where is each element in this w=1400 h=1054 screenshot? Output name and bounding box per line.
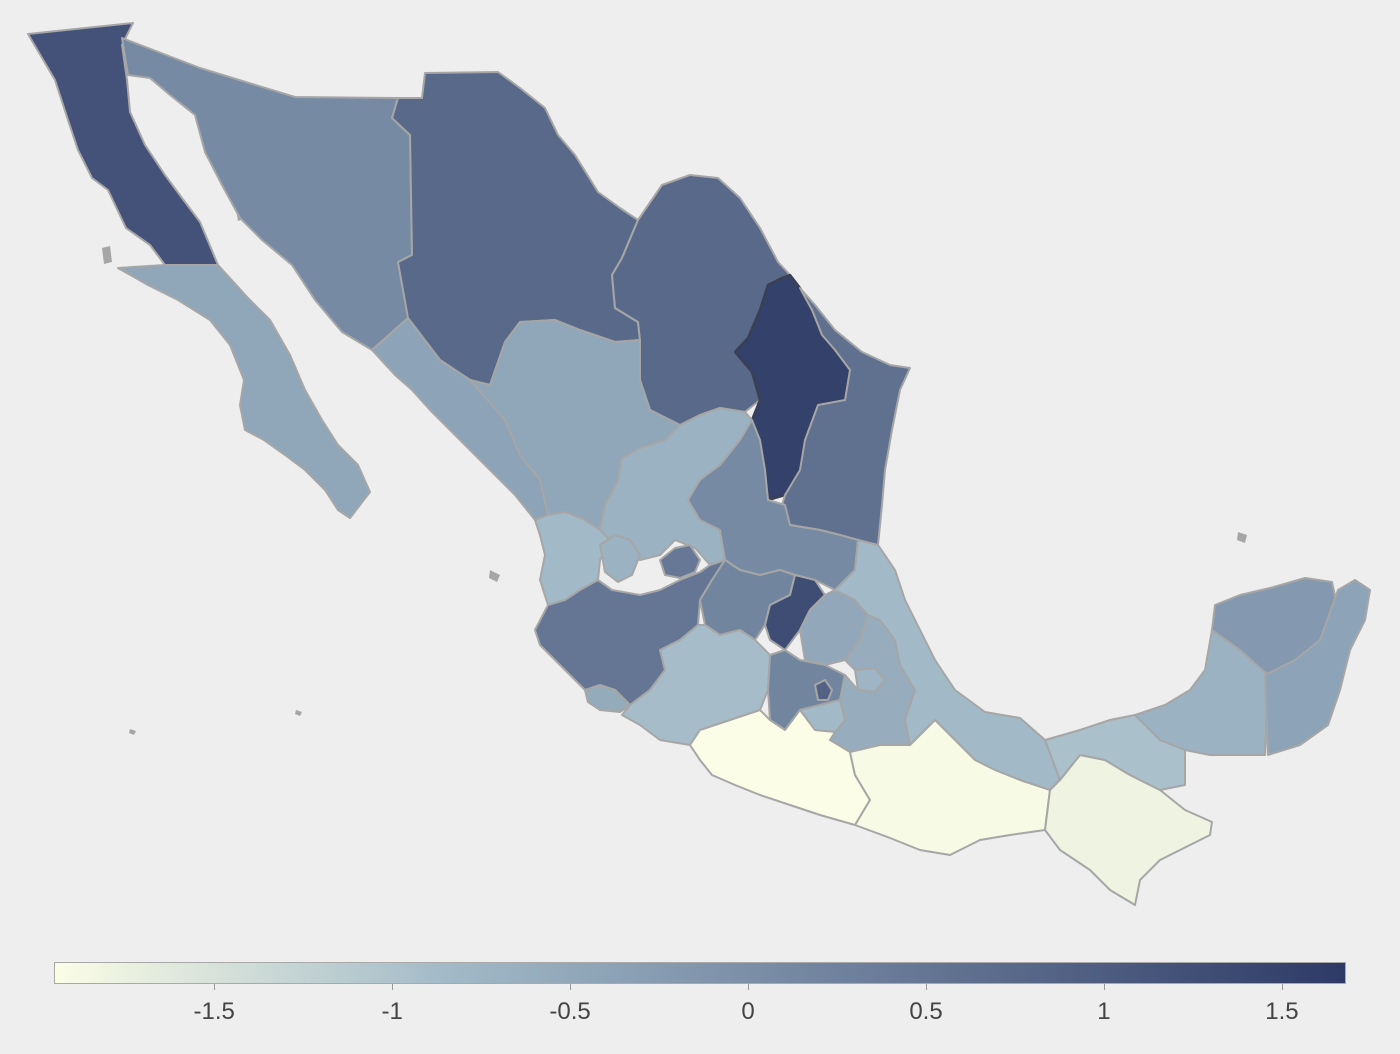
colorbar-tick-mark [1103, 984, 1105, 990]
colorbar-tick-label: 0 [741, 998, 755, 1025]
colorbar-tick-mark [1281, 984, 1283, 990]
colorbar-tick-mark [214, 984, 216, 990]
state-chiapas[interactable] [1044, 754, 1213, 906]
state-baja-california[interactable] [27, 22, 219, 266]
state-baja-california-sur[interactable] [117, 264, 371, 519]
island-revillagigedo-1 [489, 570, 500, 582]
colorbar-tick-mark [570, 984, 572, 990]
state-colima[interactable] [584, 684, 631, 713]
colorbar-tick-label: -0.5 [549, 998, 591, 1025]
state-aguascalientes[interactable] [659, 544, 701, 579]
colorbar-tick-label: 1 [1097, 998, 1111, 1025]
colorbar-tick-mark [926, 984, 927, 990]
colorbar [54, 962, 1346, 984]
state-michoacan[interactable] [621, 624, 771, 746]
choropleth-map [27, 22, 1371, 906]
state-zacatecas-enclave[interactable] [599, 534, 641, 583]
colorbar-tick-mark [392, 984, 394, 990]
colorbar-tick-label: 0.5 [909, 998, 943, 1025]
colorbar-tick-label: -1.5 [193, 998, 235, 1025]
colorbar-tick-mark [748, 984, 750, 990]
island-gulf-1 [1237, 532, 1247, 543]
state-tabasco[interactable] [1044, 714, 1186, 791]
island-revillagigedo-2 [295, 710, 302, 716]
state-quintana-roo[interactable] [1264, 579, 1371, 756]
island-revillagigedo-3 [129, 729, 136, 735]
colorbar-tick-label: 1.5 [1265, 998, 1299, 1025]
state-cdmx[interactable] [814, 679, 833, 701]
island-guadalupe [102, 246, 112, 264]
colorbar-tick-label: -1 [381, 998, 403, 1025]
